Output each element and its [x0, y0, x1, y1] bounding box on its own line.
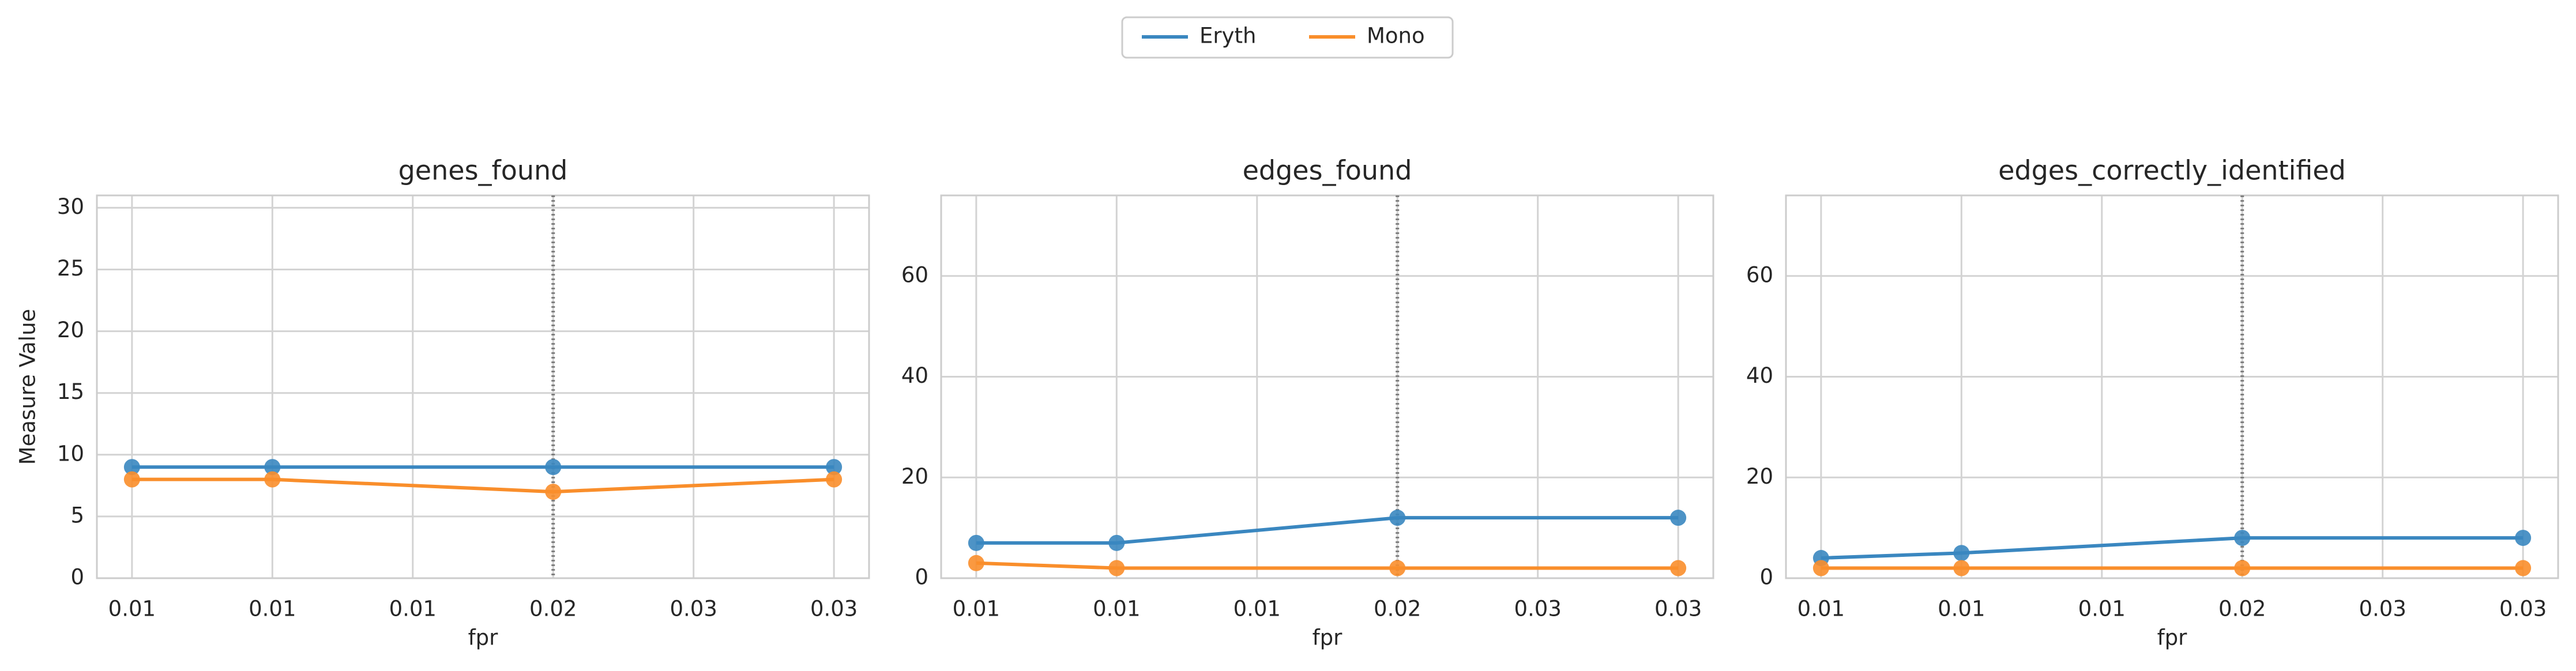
marker	[1670, 510, 1687, 526]
y-tick-label: 20	[1746, 464, 1773, 489]
x-tick-label: 0.03	[1514, 597, 1561, 621]
x-tick-label: 0.01	[1234, 597, 1281, 621]
marker	[545, 484, 562, 500]
x-tick-label: 0.02	[2218, 597, 2266, 621]
series-line	[131, 477, 834, 494]
marker	[968, 534, 984, 551]
y-tick-label: 40	[1746, 363, 1773, 388]
x-tick-label: 0.01	[249, 597, 296, 621]
series-line	[976, 516, 1679, 545]
x-tick-label: 0.01	[1093, 597, 1140, 621]
series-line	[976, 561, 1679, 570]
marker	[826, 459, 843, 476]
x-tick-label: 0.03	[670, 597, 717, 621]
y-tick-label: 20	[57, 318, 84, 342]
marker	[1670, 560, 1687, 576]
y-tick-label: 0	[915, 565, 928, 590]
y-tick-label: 15	[57, 379, 84, 404]
marker	[2515, 530, 2532, 546]
axes-frame	[96, 194, 870, 579]
x-tick-label: 0.01	[2078, 597, 2126, 621]
marker	[545, 459, 562, 476]
y-tick-label: 40	[901, 363, 928, 388]
marker	[1812, 560, 1829, 576]
x-tick-label: 0.01	[389, 597, 437, 621]
x-tick-label: 0.01	[108, 597, 156, 621]
legend-box	[1121, 16, 1454, 59]
axes-frame	[940, 194, 1714, 579]
chart-title: edges_found	[1243, 155, 1412, 186]
legend-label: Eryth	[1199, 24, 1256, 48]
x-axis-label: fpr	[1313, 625, 1343, 650]
marker	[123, 459, 140, 476]
y-tick-label: 10	[57, 441, 84, 466]
marker	[123, 471, 140, 488]
x-tick-label: 0.03	[2359, 597, 2406, 621]
marker	[1389, 560, 1406, 576]
x-tick-label: 0.01	[1938, 597, 1985, 621]
marker	[2515, 560, 2532, 576]
y-tick-label: 20	[901, 464, 928, 489]
series-line	[1821, 536, 2524, 560]
chart-title: genes_found	[398, 155, 568, 186]
x-tick-label: 0.03	[1654, 597, 1702, 621]
y-tick-label: 25	[57, 256, 84, 281]
marker	[826, 471, 843, 488]
x-axis-label: fpr	[468, 625, 499, 650]
y-tick-label: 0	[1759, 565, 1773, 590]
marker	[264, 459, 281, 476]
x-tick-label: 0.02	[1374, 597, 1421, 621]
marker	[2234, 560, 2251, 576]
y-tick-label: 0	[70, 565, 84, 590]
x-axis-label: fpr	[2157, 625, 2188, 650]
y-axis-label: Measure Value	[16, 309, 40, 465]
marker	[1389, 510, 1406, 526]
marker	[968, 555, 984, 571]
marker	[1108, 534, 1125, 551]
marker	[1108, 560, 1125, 576]
chart-title: edges_correctly_identified	[1998, 155, 2346, 186]
x-tick-label: 0.01	[953, 597, 1000, 621]
x-tick-label: 0.03	[2499, 597, 2547, 621]
axes-frame	[1785, 194, 2559, 579]
y-tick-label: 60	[1746, 262, 1773, 287]
y-tick-label: 5	[70, 503, 84, 527]
marker	[2234, 530, 2251, 546]
y-tick-label: 60	[901, 262, 928, 287]
marker	[264, 471, 281, 488]
marker	[1953, 560, 1970, 576]
x-tick-label: 0.01	[1797, 597, 1845, 621]
legend-label: Mono	[1367, 24, 1425, 48]
x-tick-label: 0.02	[529, 597, 577, 621]
marker	[1953, 545, 1970, 561]
y-tick-label: 30	[57, 194, 84, 219]
x-tick-label: 0.03	[810, 597, 858, 621]
